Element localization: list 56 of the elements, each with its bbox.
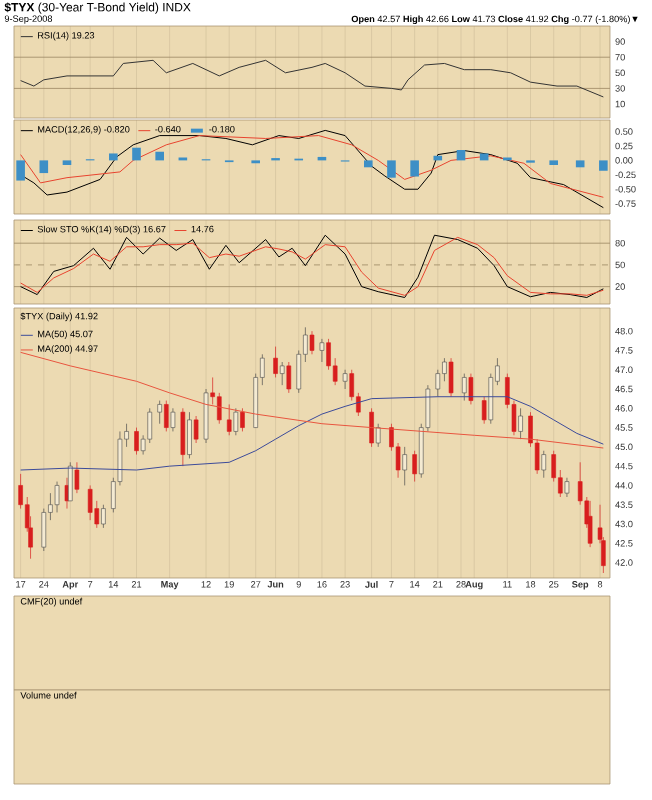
candlestick [279,361,285,386]
candlestick [412,450,417,482]
candlestick [342,369,348,390]
bar [155,151,164,161]
candlestick [203,388,209,444]
candlestick [448,357,454,398]
candlestick [481,396,487,425]
bar [575,160,585,168]
candlestick [309,330,315,355]
candlestick [74,461,80,494]
candlestick [164,400,169,432]
candlestick [402,446,407,486]
candlestick [68,461,73,502]
line-series [20,135,604,198]
line-series [20,129,604,209]
bar [109,153,118,161]
line-series [20,59,604,98]
candlestick [518,407,523,440]
candlestick [187,411,192,459]
bar [599,160,608,171]
candlestick [319,338,325,363]
candlestick [87,485,93,521]
candlestick [170,407,176,432]
candlestick [64,477,70,509]
bar [132,147,141,161]
candlestick [240,407,245,432]
bar [387,160,396,178]
bar [39,160,49,174]
bar [456,150,466,161]
candlestick [233,407,239,436]
bar [410,160,419,177]
candlestick [54,481,60,513]
candlestick [541,450,547,479]
candlestick [226,404,232,436]
bar [479,153,489,161]
candlestick [286,361,292,394]
bar [363,160,373,168]
candlestick [435,369,441,398]
candlestick [134,427,139,455]
candlestick [587,500,593,548]
candlestick [369,407,374,448]
candlestick [217,392,222,425]
candlestick [157,400,162,425]
candlestick [193,415,199,444]
line-series [20,396,604,471]
candlestick [462,373,467,401]
candlestick [375,423,381,448]
candlestick [442,357,447,382]
candlestick [101,504,106,529]
candlestick [180,407,186,467]
bar [16,160,25,181]
candlestick [488,373,494,425]
candlestick [273,346,278,378]
candlestick [41,508,47,552]
candlestick [468,373,474,405]
candlestick [564,477,570,498]
